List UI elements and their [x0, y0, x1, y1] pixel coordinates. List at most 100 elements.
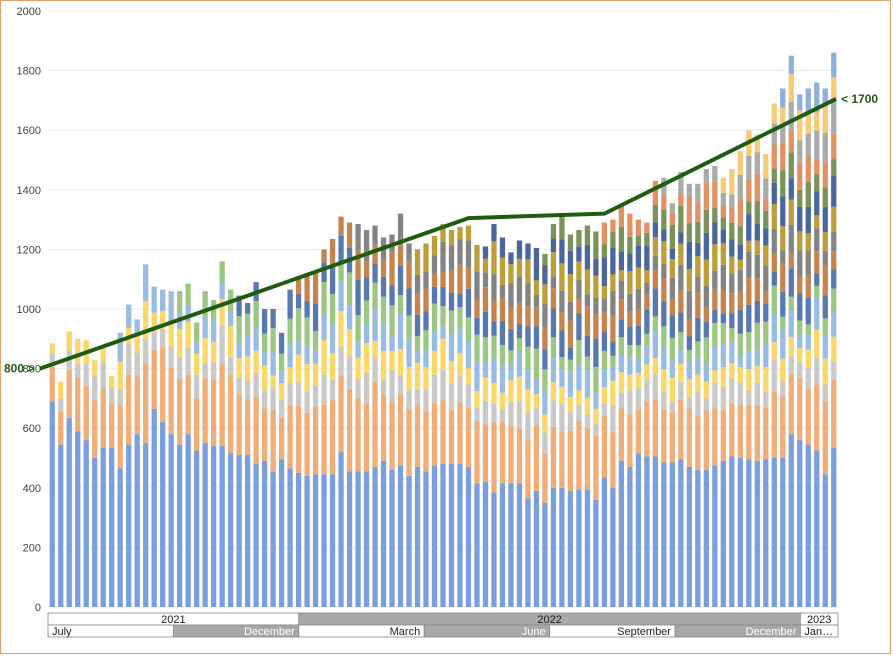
bar-stack — [372, 225, 378, 607]
bar-segment — [287, 404, 293, 469]
bar-stack — [567, 234, 574, 607]
bar-stack — [457, 227, 463, 607]
bar-segment — [550, 308, 557, 338]
bar-segment — [593, 366, 599, 393]
bar-segment — [635, 373, 642, 389]
bar-segment — [278, 371, 285, 384]
bar-segment — [652, 255, 658, 271]
bar-segment — [160, 311, 166, 329]
y-tick-label: 1200 — [17, 244, 41, 256]
bar-stack — [746, 130, 752, 607]
bar-segment — [508, 282, 514, 308]
bar-segment-base — [261, 460, 268, 607]
bar-segment-base — [338, 452, 344, 607]
bar-segment — [576, 339, 582, 365]
bar-segment — [542, 414, 548, 433]
bar-segment — [610, 231, 616, 248]
bar-segment — [754, 300, 760, 323]
bar-segment — [797, 275, 803, 294]
bar-segment — [397, 375, 404, 395]
bar-segment — [508, 264, 514, 283]
bar-segment — [397, 245, 404, 266]
bar-segment — [661, 409, 667, 463]
bar-segment — [720, 289, 726, 314]
bar-segment — [533, 394, 540, 408]
bar-segment — [576, 390, 582, 405]
bar-segment-base — [516, 483, 523, 607]
bar-segment — [380, 379, 387, 395]
bar-segment — [465, 317, 472, 342]
bar-segment — [601, 311, 608, 332]
bar-segment — [729, 328, 735, 342]
bar-segment — [780, 329, 786, 359]
bar-stack — [185, 283, 191, 607]
bar-segment — [261, 309, 268, 334]
bar-segment — [729, 194, 735, 209]
bar-segment — [754, 277, 760, 301]
bar-segment — [414, 336, 421, 351]
bar-segment — [516, 276, 523, 303]
bar-segment — [618, 270, 625, 281]
y-tick-label: 200 — [23, 542, 41, 554]
bar-stack — [720, 177, 726, 607]
bar-stack — [763, 154, 769, 607]
bar-segment — [516, 302, 523, 325]
bar-segment — [831, 361, 837, 380]
bar-segment — [423, 367, 429, 390]
bar-segment — [729, 168, 735, 195]
bar-segment — [729, 293, 735, 314]
annotation-left: 800 > — [4, 362, 34, 376]
bar-segment — [457, 329, 463, 353]
bar-stack — [397, 213, 404, 607]
bar-stack — [652, 180, 658, 607]
bar-segment-base — [287, 468, 293, 607]
bar-segment — [661, 241, 667, 264]
bar-segment — [686, 336, 692, 350]
bar-segment-base — [126, 444, 132, 607]
bar-segment — [644, 346, 650, 365]
bar-segment — [712, 165, 718, 182]
bar-segment — [601, 369, 608, 388]
bar-segment — [814, 228, 820, 252]
bar-segment — [380, 296, 387, 324]
bar-segment — [678, 171, 684, 195]
bar-segment — [499, 344, 506, 367]
bar-segment — [219, 364, 225, 447]
bar-segment — [712, 322, 718, 348]
bar-segment — [822, 162, 828, 188]
bar-segment — [686, 379, 692, 397]
bar-segment — [584, 397, 591, 415]
bar-segment — [797, 206, 803, 232]
bar-segment — [448, 409, 455, 464]
bar-segment — [228, 326, 234, 358]
y-tick-label: 800 — [23, 364, 41, 376]
year-label: 2021 — [161, 614, 185, 626]
bar-segment — [618, 372, 625, 393]
bar-segment — [448, 310, 455, 334]
bar-segment — [151, 286, 157, 313]
bar-segment — [822, 265, 828, 296]
bar-segment — [737, 259, 743, 270]
bar-segment — [601, 415, 608, 478]
bar-segment — [678, 363, 684, 382]
bar-stack — [236, 295, 242, 607]
bar-segment — [729, 256, 735, 274]
bar-stack — [287, 289, 293, 607]
bar-segment-base — [601, 477, 608, 607]
bar-segment-base — [593, 499, 599, 607]
bar-segment — [559, 239, 565, 264]
bar-segment — [678, 243, 684, 265]
bar-segment — [669, 337, 675, 360]
bar-segment — [482, 258, 489, 273]
bar-segment — [559, 368, 565, 387]
bar-segment — [100, 388, 106, 448]
bar-segment — [584, 294, 591, 307]
bar-stack — [601, 222, 608, 607]
bar-segment — [593, 258, 599, 276]
bar-segment — [414, 350, 421, 363]
bar-segment — [780, 88, 786, 108]
bar-stack — [703, 168, 709, 607]
bar-segment — [321, 404, 327, 475]
bar-segment — [457, 402, 463, 464]
bar-segment-base — [185, 434, 191, 607]
